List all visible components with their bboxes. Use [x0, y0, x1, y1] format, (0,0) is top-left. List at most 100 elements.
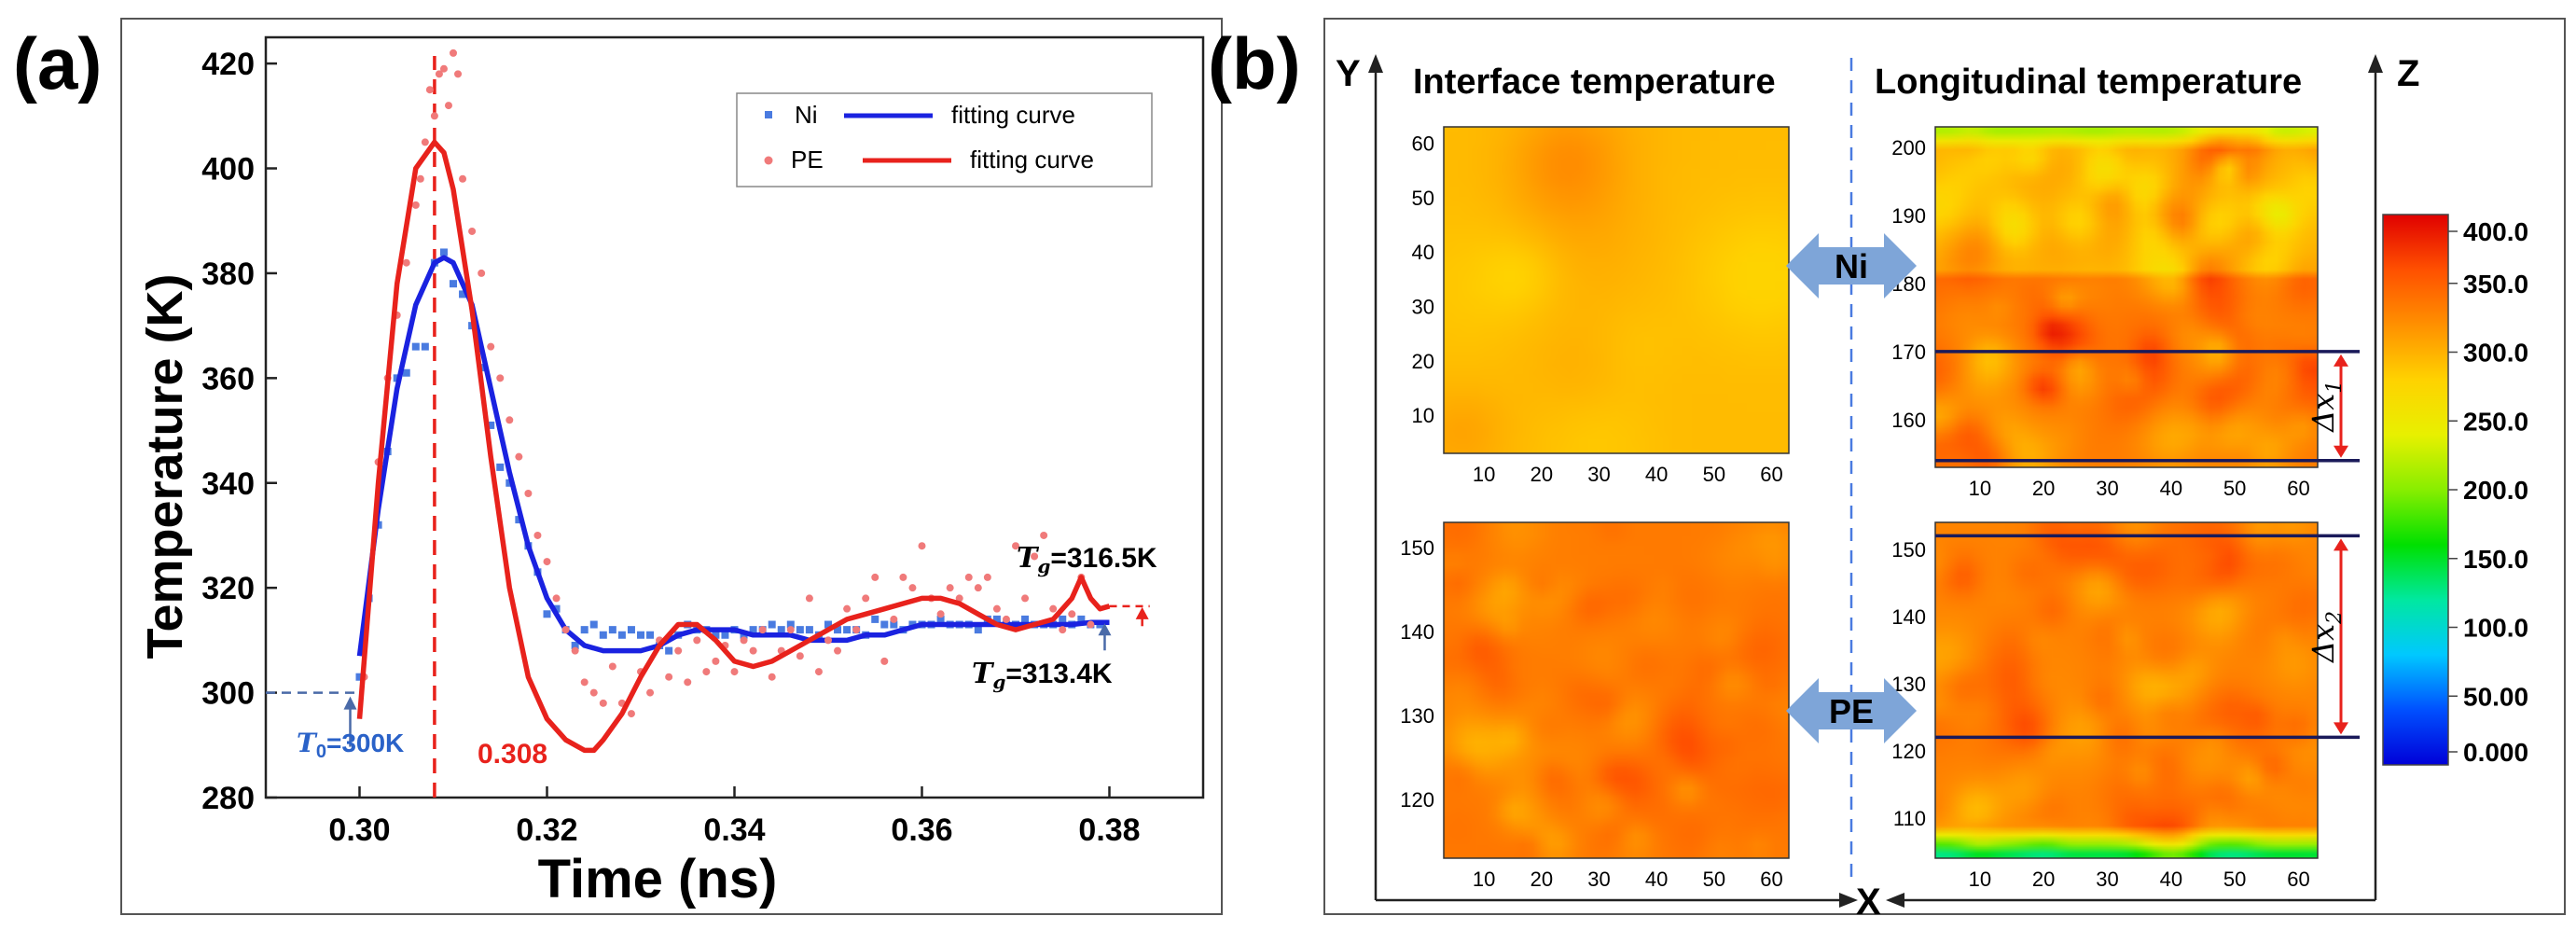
pe-data-point [1040, 531, 1048, 539]
ni-data-point [571, 642, 579, 649]
heatmap-x-tick-label: 50 [1703, 868, 1725, 891]
heatmap-y-tick-label: 160 [1891, 409, 1926, 432]
colorbar-tick-label: 150.0 [2463, 545, 2528, 574]
pe-arrow: PE [1786, 678, 1917, 743]
legend-pe-marker [764, 156, 773, 165]
pe-data-point [1031, 552, 1039, 561]
pe-data-point [758, 626, 767, 634]
delta-label: Δx1 [2306, 381, 2347, 434]
heatmap-x-tick-label: 10 [1473, 463, 1495, 486]
pe-data-point [646, 688, 655, 697]
ni-data-point [599, 631, 607, 639]
pe-data-point [1021, 594, 1030, 603]
colorbar-tick-label: 250.0 [2463, 407, 2528, 436]
pe-data-point [740, 636, 748, 645]
heatmap-y-tick-label: 190 [1891, 204, 1926, 228]
x-tick-label: 0.38 [1078, 812, 1140, 848]
ni-data-point [796, 626, 804, 634]
ni-data-point [880, 620, 889, 629]
ni-data-point [777, 626, 785, 634]
ni-data-point [890, 620, 898, 629]
pe-data-point [439, 64, 448, 73]
pe-data-point [796, 652, 804, 660]
ni-data-point [496, 463, 505, 471]
ni-data-point [1077, 615, 1086, 623]
heatmap-y-tick-label: 120 [1400, 788, 1434, 812]
heatmap-x-tick-label: 10 [1969, 477, 1991, 500]
pe-data-point [768, 673, 776, 681]
legend-box [736, 92, 1153, 187]
pe-data-point [571, 646, 579, 655]
heatmap-y-tick-label: 170 [1891, 340, 1926, 364]
ni-data-point [749, 626, 757, 634]
ni-data-point [506, 479, 514, 487]
pe-data-point [402, 258, 410, 267]
pe-data-point [478, 269, 486, 277]
heatmap-y-tick-label: 50 [1412, 187, 1434, 210]
pe-data-point [964, 573, 973, 581]
pe-data-point [712, 657, 720, 665]
pe-fitting-curve [356, 139, 1111, 754]
y-axis-label: Temperature (K) [137, 273, 193, 659]
heatmap-y-tick-label: 140 [1891, 605, 1926, 629]
y-axis-letter: Y [1336, 53, 1361, 94]
ni-data-point [459, 290, 467, 298]
delta-label-sub: 1 [2323, 381, 2347, 394]
pe-data-point [421, 138, 429, 146]
ni-data-point [834, 626, 842, 634]
ni-longitudinal-field [1935, 127, 2318, 467]
heatmap-y-tick-label: 40 [1412, 241, 1434, 264]
pe-data-point [411, 201, 420, 209]
y-tick-label: 380 [201, 257, 255, 292]
pe-data-point [1012, 542, 1019, 550]
pe-data-point [468, 227, 477, 235]
ni-data-point [871, 615, 879, 623]
ni-data-point [589, 620, 598, 629]
heatmap-x-tick-label: 60 [2287, 868, 2309, 891]
heatmap-x-tick-label: 60 [2287, 477, 2309, 500]
ni-data-point [824, 620, 832, 629]
heatmap-x-tick-label: 30 [2096, 868, 2118, 891]
peak-annotation: 0.308 [478, 739, 547, 770]
pe-data-point [627, 710, 635, 718]
panel-b: (b) Y X Z Interface temperature Longitud… [1208, 18, 2566, 923]
y-tick-label: 340 [201, 466, 255, 502]
heatmap-x-tick-label: 30 [1587, 868, 1610, 891]
pe-data-point [871, 573, 879, 581]
pe-data-point [561, 626, 570, 634]
ni-data-point [936, 615, 945, 623]
ni-data-point [665, 646, 673, 655]
legend-ni-label: Ni [795, 101, 818, 129]
pe-data-point [552, 594, 561, 603]
z-axis-letter: Z [2397, 53, 2419, 94]
pe-data-point [824, 636, 832, 645]
pe-data-point [543, 558, 551, 566]
legend-ni-fit-label: fitting curve [951, 101, 1075, 129]
heatmap-y-tick-label: 200 [1891, 136, 1926, 160]
ni-arrow-label: Ni [1835, 247, 1868, 285]
ni-data-point [355, 673, 364, 681]
pe-data-point [899, 573, 907, 581]
heatmap-x-tick-label: 40 [2160, 477, 2182, 500]
panel-a-frame [120, 18, 1223, 915]
heatmap-y-tick-label: 150 [1400, 536, 1434, 560]
heatmap-y-tick-label: 10 [1412, 404, 1434, 427]
heatmap-y-tick-label: 60 [1412, 132, 1434, 156]
pe-arrow-label: PE [1829, 692, 1874, 730]
ni-data-point [637, 631, 644, 639]
delta-label: Δx2 [2306, 611, 2347, 664]
pe-data-point [983, 573, 991, 581]
x-tick-label: 0.30 [328, 812, 390, 848]
pe-data-point [454, 70, 463, 78]
ni-arrow-shape [1786, 233, 1917, 298]
ni-data-point [712, 631, 720, 639]
pe-data-point [674, 646, 683, 655]
ni-data-point [608, 626, 616, 634]
pe-interface-frame [1443, 521, 1790, 859]
colorbar-tick-label: 0.000 [2463, 738, 2528, 767]
heatmap-x-tick-label: 20 [1530, 463, 1553, 486]
pe-data-point [435, 70, 443, 78]
legend: Ni fitting curve PE fitting curve [736, 92, 1153, 187]
pe-data-point [487, 342, 495, 351]
